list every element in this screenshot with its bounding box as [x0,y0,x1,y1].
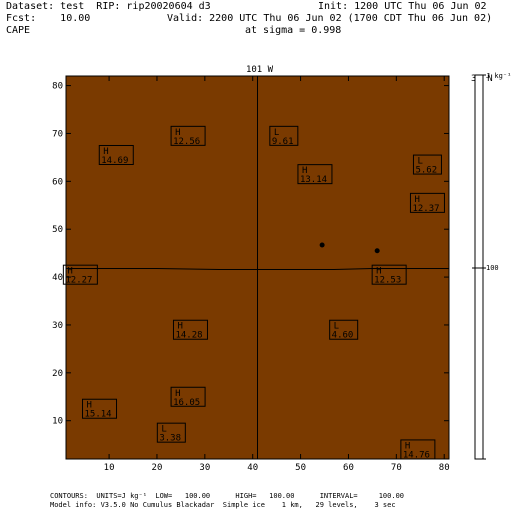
high-center: H12.56 [170,125,206,147]
station-dot [319,242,325,248]
sigma-level-label: at sigma = 0.998 [245,25,342,36]
center-value-label: 3.38 [159,434,181,444]
y-tick-label: 20 [52,369,63,379]
center-value-label: 14.76 [403,450,430,460]
y-axis: 10 20 30 40 50 60 70 80 [52,82,449,427]
high-center: H12.37 [409,192,445,214]
pressure-centers: H14.69H12.56L9.61H13.14L5.62H12.37H12.27… [62,125,445,460]
field-name-label: CAPE [6,25,31,36]
x-tick-label: 30 [199,463,210,473]
meridian-label: 101 W [246,65,274,75]
dataset-label: Dataset: test RIP: rip20020604 d3 [6,1,211,12]
x-tick-label: 80 [439,463,450,473]
center-type-label: H [175,128,180,138]
high-center: H16.05 [170,386,206,408]
center-box [98,144,134,165]
y-tick-label: 40 [52,273,63,283]
center-box [371,264,407,285]
low-center: L5.62 [412,154,442,176]
center-value-label: 12.37 [412,204,439,214]
x-axis: 10 20 30 40 50 60 70 80 [104,76,450,473]
center-value-label: 5.62 [415,166,437,176]
high-center: H13.14 [297,164,333,185]
y-tick-label: 50 [52,225,63,235]
center-box [172,319,208,340]
center-type-label: H [376,267,381,277]
high-center: H15.14 [82,398,118,420]
center-type-label: L [417,157,422,167]
center-value-label: 14.69 [101,156,128,166]
center-value-label: 13.14 [300,175,327,185]
low-center: L3.38 [156,422,186,444]
center-box [82,398,118,419]
center-value-label: 9.61 [272,137,294,147]
center-type-label: L [274,128,279,138]
center-type-label: H [175,389,180,399]
init-time-label: Init: 1200 UTC Thu 06 Jun 02 [318,1,487,12]
center-value-label: 12.53 [374,276,401,286]
center-type-label: H [302,166,307,176]
center-type-label: H [414,195,419,205]
colorbar-mid-label: 100 [486,264,499,272]
station-markers [319,242,380,254]
x-tick-label: 40 [247,463,258,473]
high-center: H12.27 [62,264,98,286]
center-value-label: 12.27 [65,276,92,286]
center-type-label: H [103,147,108,157]
center-type-label: H [87,401,92,411]
x-tick-label: 20 [152,463,163,473]
high-center: H12.53 [371,264,407,286]
colorbar-units: J kg⁻¹ [486,72,511,80]
y-tick-label: 10 [52,417,63,427]
x-tick-label: 50 [295,463,306,473]
contours-info: CONTOURS: UNITS=J kg⁻¹ LOW= 100.00 HIGH=… [50,492,405,500]
center-box [170,125,206,146]
y-tick-label: 70 [52,129,63,139]
center-box [329,319,359,340]
center-box [62,264,98,285]
center-box [297,164,333,185]
center-type-label: L [161,425,166,435]
center-value-label: 14.28 [175,331,202,341]
x-tick-label: 60 [343,463,354,473]
x-tick-label: 10 [104,463,115,473]
center-value-label: 12.56 [173,137,200,147]
station-dot [374,248,380,254]
center-type-label: H [67,267,72,277]
center-box [269,125,299,146]
center-type-label: L [334,322,339,332]
center-value-label: 15.14 [85,410,112,420]
center-box [156,422,186,443]
colorbar [474,74,484,460]
y-tick-label: 60 [52,177,63,187]
center-box [409,192,445,213]
model-info: Model info: V3.5.0 No Cumulus Blackadar … [50,501,396,509]
center-type-label: H [177,322,182,332]
center-box [412,154,442,175]
center-type-label: H [405,441,410,451]
y-tick-label: 30 [52,321,63,331]
center-value-label: 16.05 [173,398,200,408]
forecast-hour-label: Fcst: 10.00 [6,13,91,24]
center-box [170,386,206,407]
y-tick-label: 80 [52,82,63,92]
low-center: L9.61 [269,125,299,147]
low-center: L4.60 [329,319,359,341]
x-tick-label: 70 [391,463,402,473]
high-center: H14.28 [172,319,208,341]
center-value-label: 4.60 [332,331,354,341]
high-center: H14.69 [98,144,134,166]
parallel-line [66,267,449,270]
valid-time-label: Valid: 2200 UTC Thu 06 Jun 02 (1700 CDT … [167,13,493,24]
map-frame [65,75,450,460]
